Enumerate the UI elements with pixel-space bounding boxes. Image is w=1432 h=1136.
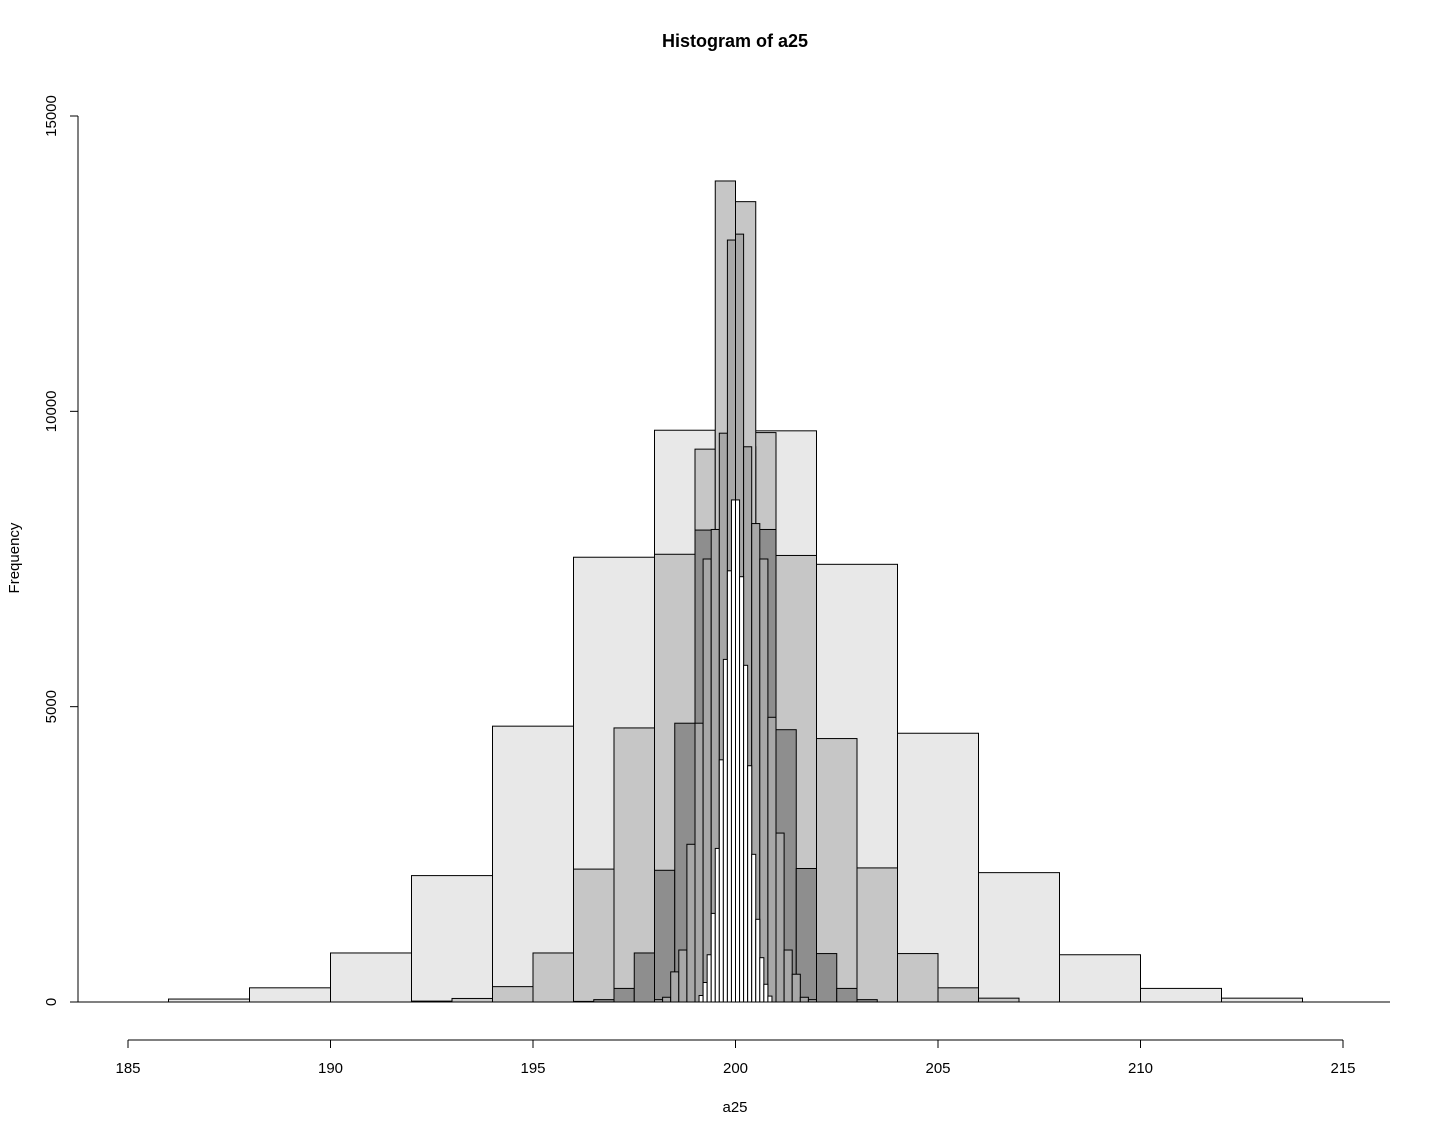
histogram-bar — [730, 499, 737, 1003]
histogram-bar — [775, 832, 785, 1003]
histogram-bar — [702, 982, 708, 1003]
histogram-bar — [1140, 987, 1222, 1003]
histogram-bar — [1059, 954, 1141, 1003]
histogram-bar — [759, 558, 769, 1003]
x-tick-label: 210 — [1128, 1060, 1153, 1077]
histogram-bar — [706, 954, 712, 1003]
histogram-bar — [249, 987, 331, 1003]
histogram-bar — [783, 949, 793, 1003]
histogram-bar — [698, 995, 704, 1003]
x-tick-label: 205 — [925, 1060, 950, 1077]
histogram-bar — [735, 499, 741, 1003]
x-tick-label: 195 — [520, 1060, 545, 1077]
y-tick-label: 15000 — [43, 95, 60, 137]
histogram-bar — [759, 957, 765, 1003]
x-tick-label: 190 — [318, 1060, 343, 1077]
x-axis: 185 190 195 200 205 210 215 — [115, 1039, 1356, 1077]
histogram-bar — [714, 847, 720, 1003]
histogram-bar — [726, 570, 732, 1003]
histogram-bar — [816, 953, 838, 1003]
histogram-bar — [613, 987, 635, 1003]
x-tick-label: 200 — [723, 1060, 748, 1077]
histogram-bar — [751, 853, 757, 1003]
histogram-bar — [722, 658, 728, 1003]
chart-title: Histogram of a25 — [662, 31, 808, 51]
histogram-bar — [1221, 997, 1303, 1003]
histogram-bar — [978, 872, 1060, 1003]
histogram-bar — [710, 912, 716, 1003]
histogram-bar — [492, 986, 534, 1003]
histogram-bar — [791, 973, 801, 1003]
histogram-bar — [702, 558, 712, 1003]
histogram-bar — [739, 576, 745, 1003]
histogram-bar — [978, 997, 1020, 1003]
histogram-bar — [856, 867, 898, 1003]
x-tick-label: 215 — [1330, 1060, 1355, 1077]
histogram-bar — [573, 868, 615, 1003]
histogram-bar — [411, 875, 493, 1003]
histogram-bar — [767, 716, 777, 1003]
histogram-bar — [670, 971, 680, 1003]
histogram-bar — [633, 952, 655, 1003]
histogram-bar — [747, 765, 753, 1003]
histogram-bar — [451, 997, 493, 1003]
histogram-bar — [799, 996, 809, 1003]
histogram-bar — [686, 843, 696, 1003]
histogram-bar — [755, 918, 761, 1003]
histogram-bar — [763, 983, 769, 1003]
histogram-bar — [718, 759, 724, 1003]
histogram-bar — [678, 949, 688, 1003]
histogram-bar — [532, 952, 574, 1003]
histogram-bar — [836, 987, 858, 1003]
y-tick-label: 0 — [43, 998, 60, 1006]
x-axis-label: a25 — [722, 1099, 747, 1116]
histogram-bar — [937, 987, 979, 1003]
y-tick-label: 10000 — [43, 390, 60, 432]
histogram-bar — [662, 996, 672, 1003]
histogram-bar — [694, 722, 704, 1003]
histogram-bar — [330, 952, 412, 1003]
histogram-bar — [767, 995, 773, 1003]
y-axis-label: Frequency — [6, 522, 23, 593]
y-axis: 0 5000 10000 15000 — [43, 95, 79, 1006]
histogram-bar — [897, 953, 939, 1003]
x-tick-label: 185 — [115, 1060, 140, 1077]
histogram-bars — [168, 180, 1303, 1003]
y-tick-label: 5000 — [43, 690, 60, 723]
histogram-bar — [743, 664, 749, 1003]
